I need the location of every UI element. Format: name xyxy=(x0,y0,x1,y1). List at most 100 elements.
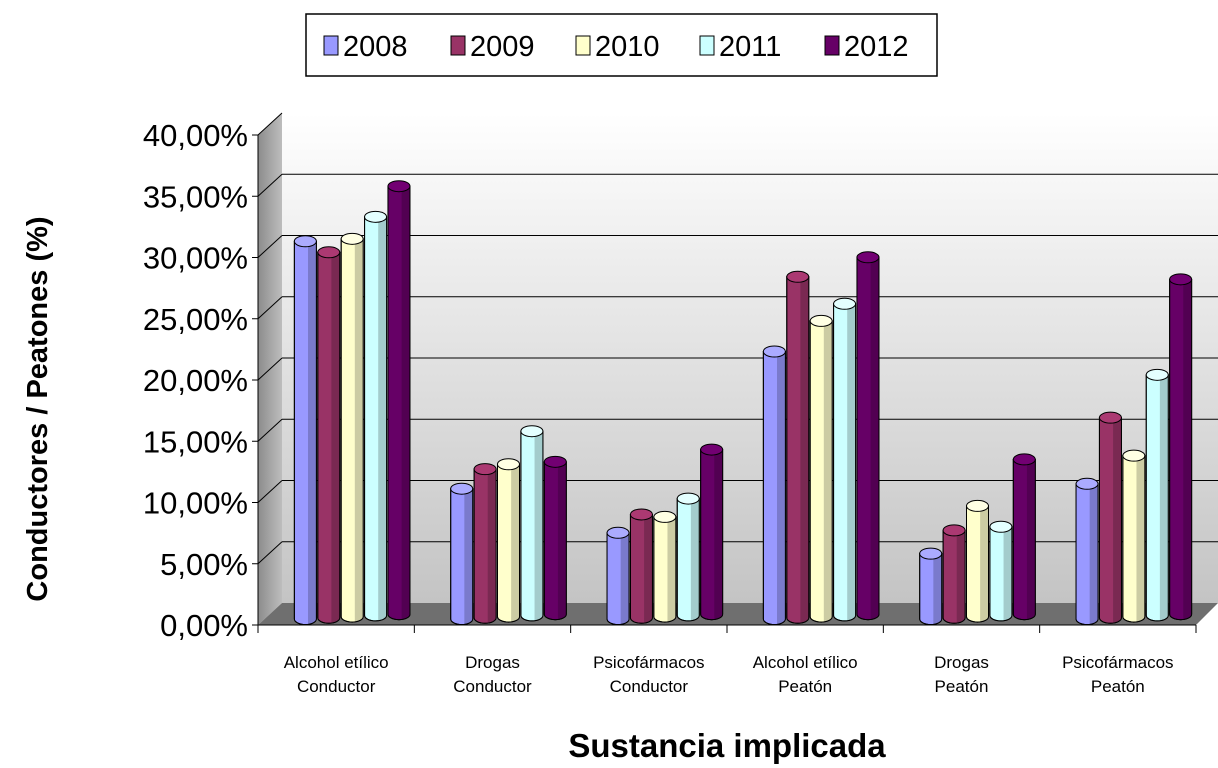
bar-shade xyxy=(534,431,543,621)
gridline xyxy=(257,296,283,320)
bar-top xyxy=(966,499,989,512)
bar-outline xyxy=(856,256,880,621)
bar xyxy=(497,458,520,623)
bar xyxy=(856,251,880,621)
gridline xyxy=(257,357,283,381)
y-tick-label: 35,00% xyxy=(143,179,248,214)
bar xyxy=(786,270,810,624)
y-tick-label: 40,00% xyxy=(143,118,248,153)
bar-outline xyxy=(809,320,833,623)
bar-outline xyxy=(293,240,317,625)
bars xyxy=(293,180,1193,625)
x-tick-label: Drogas Peatón xyxy=(934,653,989,696)
bar-top xyxy=(1145,368,1169,381)
bar-top xyxy=(543,455,567,468)
bar-outline xyxy=(786,276,810,624)
plot-area: 0,00% 5,00% 10,00% 15,00% 20,00% 25,00% 30,00%… xyxy=(143,112,1218,696)
bar xyxy=(364,210,388,622)
bar-shade xyxy=(690,498,700,621)
bar-top xyxy=(1098,411,1122,424)
bar-shade xyxy=(557,461,567,620)
legend-swatch xyxy=(824,35,840,56)
bar-shade xyxy=(777,351,786,624)
bar-outline xyxy=(1012,458,1036,621)
bar-outline xyxy=(653,516,677,623)
bar xyxy=(606,526,630,625)
bar-outline xyxy=(676,498,700,622)
bar-outline xyxy=(833,303,857,622)
bar-outline xyxy=(520,430,544,622)
bar-shade xyxy=(644,514,653,623)
bar xyxy=(450,482,474,625)
bar-shade xyxy=(714,449,723,620)
bar-shade xyxy=(511,464,520,622)
bar-shade xyxy=(847,303,856,621)
bar-outline xyxy=(942,529,966,624)
y-tick-label: 10,00% xyxy=(143,486,248,521)
bar-outline xyxy=(606,532,630,625)
legend-item: 2009 xyxy=(450,31,535,63)
bar-shade xyxy=(487,469,497,623)
bar-shade xyxy=(1183,279,1192,620)
bar-shade xyxy=(1003,526,1012,621)
bar-outline xyxy=(1098,417,1122,624)
bar-shade xyxy=(800,276,809,623)
bar-top xyxy=(606,526,630,539)
x-tick-label: Alcohol etílico Conductor xyxy=(284,653,389,696)
bar xyxy=(387,180,411,621)
bar-top xyxy=(653,510,677,523)
bar-outline xyxy=(497,463,520,623)
bar-shade xyxy=(354,238,364,622)
bar-shade xyxy=(378,216,387,621)
bar-shade xyxy=(667,516,676,622)
bar-outline xyxy=(1145,374,1169,622)
bar-top xyxy=(473,463,497,476)
legend-item: 2012 xyxy=(824,31,909,63)
bar-outline xyxy=(919,553,943,625)
bar xyxy=(543,455,567,621)
bar-top xyxy=(919,547,943,560)
bar-top xyxy=(317,246,341,259)
bar-top xyxy=(762,345,786,358)
legend-label: 2010 xyxy=(595,31,660,63)
legend-label: 2011 xyxy=(719,31,781,63)
bar-outline xyxy=(700,449,724,621)
bar-shade xyxy=(1113,417,1122,623)
bar-shade xyxy=(620,532,630,624)
bar-shade xyxy=(464,488,473,624)
legend-label: 2009 xyxy=(470,31,535,63)
bar-shade xyxy=(1136,455,1145,622)
bar-shade xyxy=(870,257,879,620)
bar-shade xyxy=(933,553,942,624)
bar-outline xyxy=(989,526,1013,622)
bar-shade xyxy=(401,186,410,620)
bar xyxy=(1145,368,1169,622)
bar-top xyxy=(1075,477,1099,490)
bar-top xyxy=(293,235,317,248)
bar-outline xyxy=(1122,455,1146,623)
x-axis-ticks: Alcohol etílico Conductor Drogas Conductor P… xyxy=(257,625,1197,696)
x-tick-label: Alcohol etílico Peatón xyxy=(753,653,858,696)
bar-shade xyxy=(956,530,966,623)
bar xyxy=(809,314,833,623)
bar-top xyxy=(340,232,364,245)
gridlines xyxy=(257,112,1218,565)
x-tick-label: Psicofármacos Peatón xyxy=(1062,653,1173,696)
y-tick-label: 25,00% xyxy=(143,302,248,337)
gridline xyxy=(257,418,283,442)
gridline xyxy=(257,235,283,258)
bar-outline xyxy=(340,238,364,623)
bar xyxy=(1122,449,1146,623)
bar xyxy=(1075,477,1099,625)
bar-shade xyxy=(1159,374,1169,621)
bar xyxy=(340,232,364,623)
bar-top xyxy=(833,297,857,310)
legend-swatch xyxy=(323,35,339,56)
bar-top xyxy=(809,314,833,327)
x-tick-label: Drogas Conductor xyxy=(453,653,532,696)
bar-top xyxy=(520,425,544,438)
legend-swatch xyxy=(450,35,466,56)
bar-shade xyxy=(823,320,833,622)
bar-outline xyxy=(473,468,497,624)
